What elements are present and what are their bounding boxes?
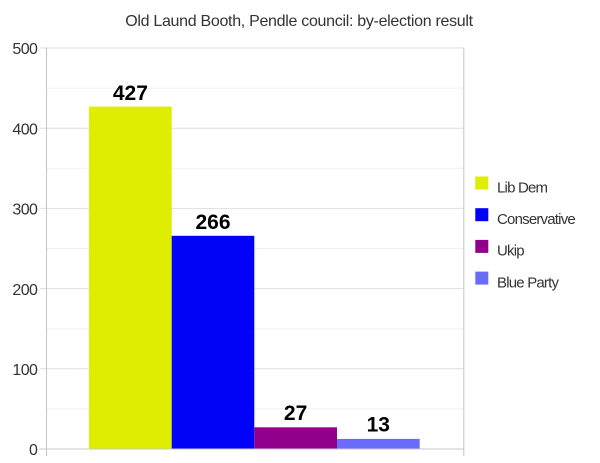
svg-text:427: 427	[113, 82, 148, 105]
svg-text:Old Laund Booth, Pendle counci: Old Laund Booth, Pendle council: by-elec…	[125, 13, 473, 30]
svg-text:500: 500	[12, 41, 38, 58]
svg-text:Conservative: Conservative	[497, 211, 575, 228]
svg-text:13: 13	[367, 414, 390, 437]
svg-text:0: 0	[29, 442, 38, 459]
svg-text:Ukip: Ukip	[497, 243, 524, 260]
svg-text:100: 100	[12, 362, 38, 379]
svg-text:Lib Dem: Lib Dem	[497, 179, 548, 196]
svg-text:Blue Party: Blue Party	[497, 274, 559, 291]
svg-text:200: 200	[12, 282, 38, 299]
svg-text:27: 27	[284, 402, 307, 425]
svg-text:300: 300	[12, 202, 38, 219]
svg-text:400: 400	[12, 121, 38, 138]
svg-text:266: 266	[195, 211, 230, 234]
